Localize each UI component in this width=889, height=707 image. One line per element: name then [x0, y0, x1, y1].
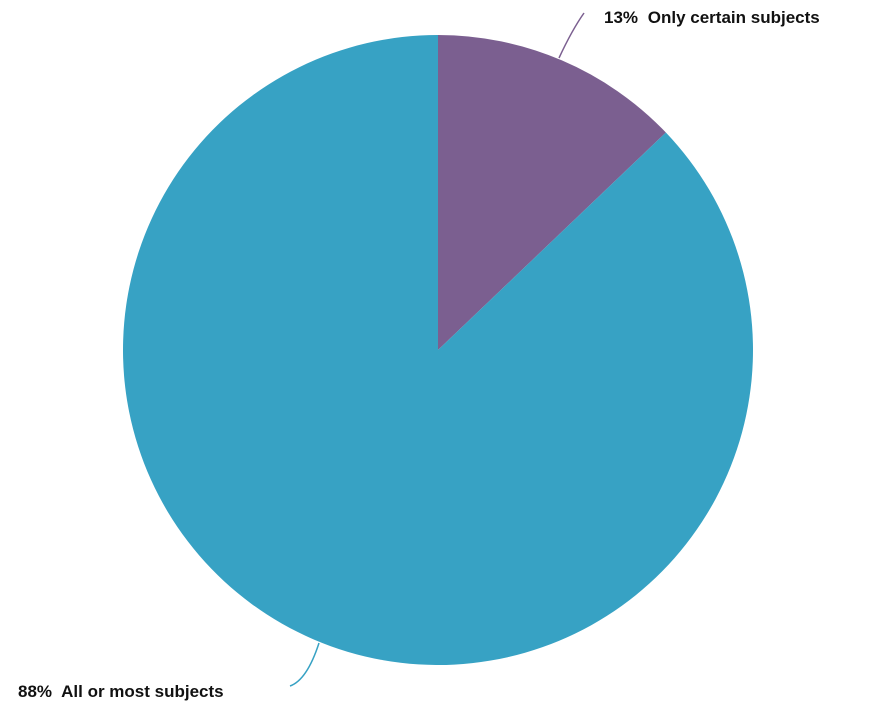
leader-line-all-or-most-subjects [289, 642, 320, 687]
leader-lines-group [289, 12, 585, 687]
leader-line-only-certain-subjects [558, 12, 585, 59]
pie-slice-only-certain-subjects [438, 35, 666, 350]
slice-label-only-certain-subjects: 13% Only certain subjects [604, 8, 820, 27]
slice-label-all-or-most-subjects: 88% All or most subjects [18, 682, 224, 701]
labels-group: 13% Only certain subjects 88% All or mos… [18, 8, 820, 701]
pie-slice-all-or-most-subjects [123, 34, 754, 665]
slices-group [123, 34, 754, 665]
